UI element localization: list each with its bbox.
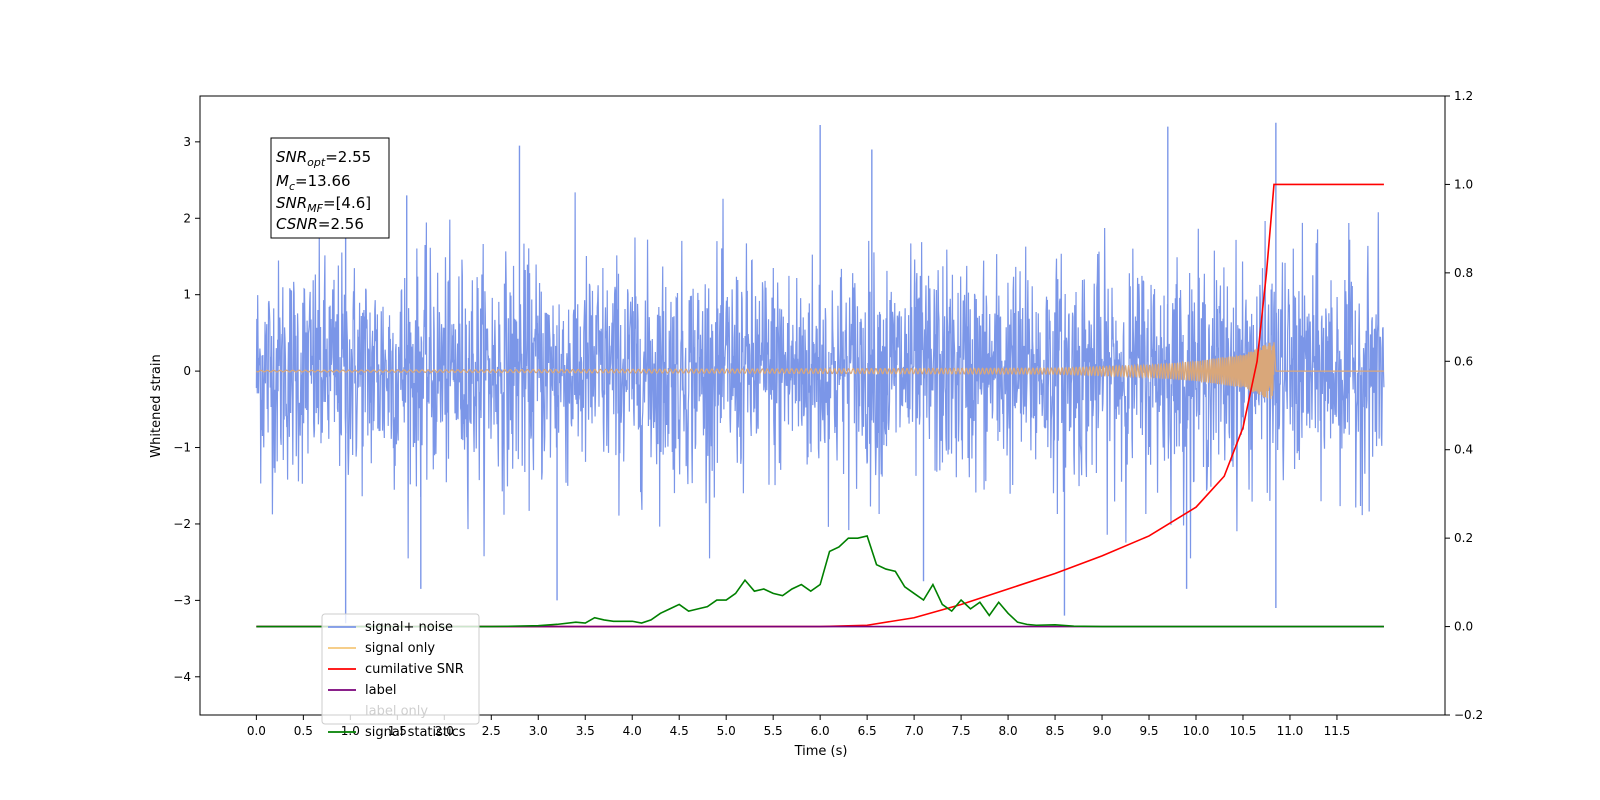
- y-left-tick-label: −4: [173, 670, 191, 684]
- x-tick-label: 6.5: [858, 724, 877, 738]
- legend-label: label only: [365, 704, 428, 719]
- y-right-tick-label: 0.6: [1454, 354, 1473, 368]
- x-tick-label: 8.5: [1046, 724, 1065, 738]
- legend-label: signal statistics: [365, 725, 466, 740]
- x-axis-label: Time (s): [794, 744, 848, 759]
- y-axis-left: 3 2 1 0 −1 −2 −3 −4: [173, 135, 200, 684]
- y-left-tick-label: −1: [173, 441, 191, 455]
- x-tick-label: 7.0: [905, 724, 924, 738]
- legend-label: cumilative SNR: [365, 662, 464, 677]
- x-tick-label: 7.5: [952, 724, 971, 738]
- legend-label: label: [365, 683, 396, 698]
- y-left-tick-label: 3: [183, 135, 191, 149]
- y-left-tick-label: 2: [183, 211, 191, 225]
- x-tick-label: 1.5: [388, 724, 407, 738]
- x-tick-label: 10.0: [1183, 724, 1210, 738]
- x-tick-label: 0.5: [294, 724, 313, 738]
- plot-frame: [199, 95, 1446, 716]
- y-axis-right: 1.2 1.0 0.8 0.6 0.4 0.2 0.0 −0.2: [1445, 89, 1483, 722]
- x-tick-label: 9.0: [1092, 724, 1111, 738]
- y-left-tick-label: 0: [183, 364, 191, 378]
- x-tick-label: 3.0: [529, 724, 548, 738]
- x-tick-label: 4.0: [623, 724, 642, 738]
- y-left-tick-label: −3: [173, 593, 191, 607]
- annotation-line-snr-mf: SNRMF=[4.6]: [276, 194, 371, 215]
- y-right-tick-label: 0.0: [1454, 620, 1473, 634]
- annotation-line-snr-opt: SNRopt=2.55: [276, 148, 371, 169]
- series-cumilative-snr: [256, 183, 1384, 628]
- legend-label: signal only: [365, 641, 435, 656]
- x-tick-label: 8.0: [999, 724, 1018, 738]
- x-tick-label: 11.0: [1277, 724, 1304, 738]
- x-tick-label: 5.5: [764, 724, 783, 738]
- y-right-tick-label: 0.4: [1454, 443, 1473, 457]
- series-signal-only: [256, 342, 1384, 399]
- annotation-box: SNRopt=2.55 Mc=13.66 SNRMF=[4.6] CSNR=2.…: [270, 137, 390, 239]
- x-tick-label: 9.5: [1139, 724, 1158, 738]
- x-tick-label: 4.5: [670, 724, 689, 738]
- y-left-tick-label: 1: [183, 288, 191, 302]
- series-signal-statistics: [256, 534, 1384, 628]
- x-axis: 0.0 0.5 1.0 1.5 2.0 2.5 3.0 3.5 4.0 4.5 5.0 5.5 6.0 6…: [247, 715, 1350, 738]
- x-tick-label: 2.5: [482, 724, 501, 738]
- x-tick-label: 10.5: [1230, 724, 1257, 738]
- legend-box: [321, 613, 480, 725]
- y-right-tick-label: 1.0: [1454, 177, 1473, 191]
- legend-label: signal+ noise: [365, 620, 453, 635]
- x-tick-label: 3.5: [576, 724, 595, 738]
- y-axis-label: Whitened strain: [149, 354, 164, 457]
- y-right-tick-label: 0.8: [1454, 266, 1473, 280]
- x-tick-label: 1.0: [341, 724, 360, 738]
- x-tick-label: 6.0: [811, 724, 830, 738]
- y-right-tick-label: −0.2: [1454, 708, 1483, 722]
- annotation-line-mc: Mc=13.66: [276, 172, 351, 193]
- annotation-line-csnr: CSNR=2.56: [276, 215, 364, 233]
- legend: signal+ noise signal only cumilative SNR la…: [321, 613, 480, 740]
- x-tick-label: 2.0: [435, 724, 454, 738]
- y-right-tick-label: 1.2: [1454, 89, 1473, 103]
- series-signal-noise: [255, 192, 1385, 559]
- y-left-tick-label: −2: [173, 517, 191, 531]
- x-tick-label: 5.0: [717, 724, 736, 738]
- y-right-tick-label: 0.2: [1454, 531, 1473, 545]
- x-tick-label: 0.0: [247, 724, 266, 738]
- x-tick-label: 11.5: [1324, 724, 1351, 738]
